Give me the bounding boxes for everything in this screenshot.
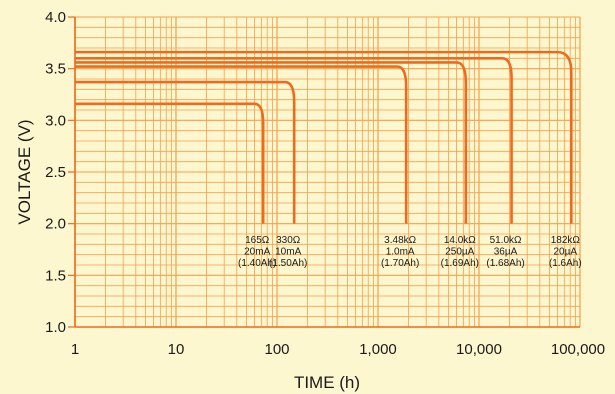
x-tick-label: 100,000	[551, 341, 605, 358]
curve-annotation-4: 14.0kΩ	[444, 235, 476, 246]
curve-annotation-2: 10mA	[275, 247, 301, 258]
discharge-curve-1	[75, 102, 265, 224]
discharge-curve-5	[75, 57, 513, 224]
y-tick-label: 1.5	[45, 267, 66, 284]
curve-annotation-1: 165Ω	[245, 235, 270, 246]
curve-annotation-6: 182kΩ	[551, 235, 581, 246]
y-tick-label: 3.0	[45, 112, 66, 129]
y-tick-label: 2.5	[45, 164, 66, 181]
curve-annotation-1: (1.40Ah)	[238, 258, 276, 269]
discharge-curves	[75, 50, 573, 224]
x-tick-label: 1	[71, 341, 79, 358]
y-tick-label: 1.0	[45, 319, 66, 336]
y-tick-label: 4.0	[45, 9, 66, 26]
x-axis-label: TIME (h)	[294, 373, 360, 392]
curve-annotation-5: 51.0kΩ	[490, 235, 522, 246]
x-tick-labels: 1 10 100 1,000 10,000 100,000	[71, 341, 605, 358]
y-tick-label: 3.5	[45, 61, 66, 78]
curve-annotation-4: (1.69Ah)	[441, 258, 479, 269]
grid	[74, 16, 581, 328]
discharge-curve-6	[75, 50, 573, 224]
curve-annotation-4: 250µA	[445, 247, 474, 258]
curve-annotation-6: (1.6Ah)	[549, 258, 582, 269]
curve-annotation-3: 3.48kΩ	[384, 235, 416, 246]
x-tick-label: 100	[264, 341, 289, 358]
y-tick-labels: 1.0 1.5 2.0 2.5 3.0 3.5 4.0	[45, 9, 75, 336]
y-tick-label: 2.0	[45, 216, 66, 233]
curve-annotation-3: 1.0mA	[386, 247, 415, 258]
x-tick-label: 10	[168, 341, 185, 358]
discharge-curve-4	[75, 61, 468, 224]
x-tick-label: 10,000	[456, 341, 502, 358]
curve-annotation-2: (1.50Ah)	[269, 258, 307, 269]
curve-annotation-5: (1.68Ah)	[486, 258, 524, 269]
curve-annotation-6: 20µA	[554, 247, 578, 258]
curve-annotation-5: 36µA	[494, 247, 518, 258]
curve-annotation-3: (1.70Ah)	[381, 258, 419, 269]
x-tick-label: 1,000	[359, 341, 397, 358]
curve-annotation-2: 330Ω	[276, 235, 301, 246]
curve-annotation-1: 20mA	[244, 247, 270, 258]
y-axis-label: VOLTAGE (V)	[15, 119, 34, 224]
discharge-curve-3	[75, 65, 408, 224]
discharge-curve-2	[75, 80, 296, 224]
